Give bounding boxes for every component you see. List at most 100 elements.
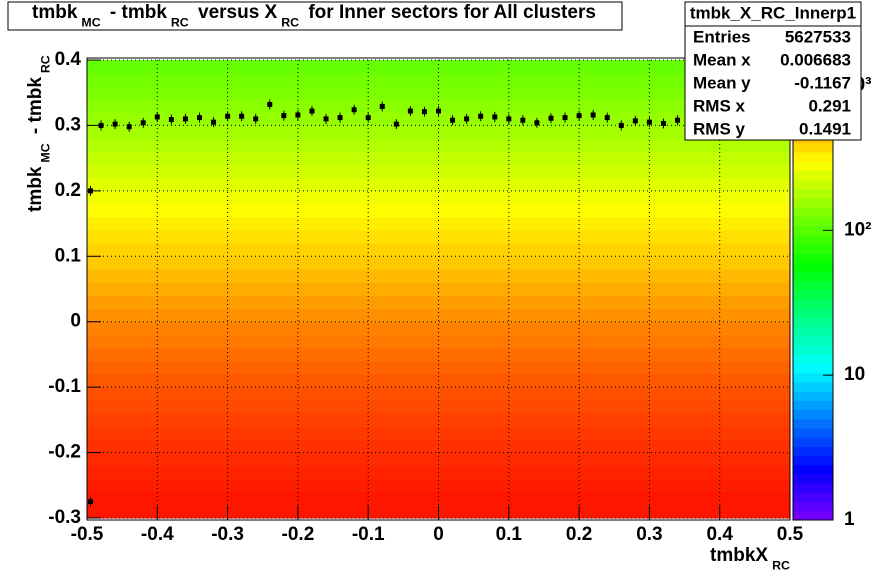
colorbar-step <box>793 161 833 171</box>
colorbar-step <box>793 170 833 181</box>
colorbar-step <box>793 492 833 503</box>
stats-value: 5627533 <box>785 27 851 46</box>
colorbar-step <box>793 207 833 217</box>
y-axis-label-part: - tmbk <box>25 77 46 140</box>
y-axis-label-part: RC <box>39 55 53 73</box>
colorbar-step <box>793 299 833 309</box>
stats-value: -0.1167 <box>794 73 851 92</box>
heatmap-cell <box>87 387 790 401</box>
colorbar-step <box>793 253 833 263</box>
heatmap-cell <box>87 112 790 126</box>
colorbar-step <box>793 216 833 227</box>
colorbar-step <box>793 271 833 282</box>
x-axis-label: tmbkX RC <box>710 545 790 573</box>
heatmap-cell <box>87 347 790 362</box>
stats-label: RMS y <box>693 119 746 138</box>
heatmap-cell <box>87 282 790 297</box>
stats-value: 0.1491 <box>799 119 851 138</box>
stats-label: Entries <box>693 27 751 46</box>
colorbar-step <box>793 234 833 245</box>
chart-title: tmbk MC - tmbk RC versus X RC for Inner sec… <box>32 2 596 30</box>
heatmap-cell <box>87 491 790 506</box>
colorbar-step <box>793 363 833 374</box>
heatmap-cell <box>87 400 790 414</box>
colorbar-step <box>793 179 833 190</box>
x-tick-label: -0.3 <box>211 524 244 545</box>
colorbar-step <box>793 409 833 420</box>
x-tick-label: -0.1 <box>352 524 385 545</box>
colorbar-step <box>793 225 833 236</box>
heatmap-cell <box>87 73 790 87</box>
colorbar-step <box>793 474 833 484</box>
colorbar-step <box>793 142 833 153</box>
x-tick-label: 0.1 <box>496 524 523 545</box>
x-tick-label: 0.4 <box>706 524 733 545</box>
heatmap-cell <box>87 295 790 310</box>
colorbar-step <box>793 483 833 493</box>
stats-title: tmbk_X_RC_Innerp1 <box>690 3 856 22</box>
heatmap-cell <box>87 334 790 349</box>
heatmap-cell <box>87 452 790 467</box>
x-tick-label: -0.2 <box>282 524 315 545</box>
colorbar-step <box>793 437 833 447</box>
chart-title-part: versus X <box>193 2 278 23</box>
chart-title-part: for Inner sectors for All clusters <box>303 2 596 23</box>
stats-box <box>684 1 862 141</box>
colorbar-step <box>793 336 833 346</box>
stats-label: Mean y <box>693 73 751 92</box>
heatmap-cell <box>87 478 790 493</box>
colorbar-step <box>793 198 833 208</box>
colorbar-step <box>793 354 833 365</box>
colorbar-step <box>793 501 833 512</box>
chart-title-part: RC <box>281 16 299 30</box>
heatmap-cell <box>87 308 790 323</box>
stats-value: 0.291 <box>808 96 851 115</box>
heatmap-cell <box>87 217 790 231</box>
y-tick-label: 0.2 <box>55 180 81 201</box>
colorbar-step <box>793 400 833 411</box>
colorbar-step <box>793 244 833 254</box>
colorbar-step <box>793 455 833 466</box>
colorbar-step <box>793 464 833 475</box>
heatmap-cell <box>87 426 790 440</box>
colorbar-step <box>793 290 833 300</box>
chart-title-part: MC <box>81 16 100 30</box>
y-tick-label: 0.3 <box>55 114 81 135</box>
heatmap-cell <box>87 203 790 218</box>
x-tick-label: 0 <box>433 524 444 545</box>
heatmap-cell <box>87 439 790 454</box>
title-box <box>7 1 623 31</box>
colorbar-step <box>793 308 833 319</box>
stats-label: Mean x <box>693 50 751 69</box>
colorbar-step <box>793 446 833 457</box>
heatmap-cell <box>87 243 790 257</box>
z-tick-label: 10 <box>844 364 865 385</box>
colorbar-step <box>793 262 833 273</box>
stats-value: 0.006683 <box>780 50 851 69</box>
colorbar-step <box>793 510 833 521</box>
x-axis-label-part: RC <box>772 559 790 573</box>
colorbar-step <box>793 391 833 401</box>
stats-label: RMS x <box>693 96 746 115</box>
chart-title-part: - tmbk <box>105 2 168 23</box>
chart-title-part: RC <box>171 16 189 30</box>
heatmap-cell <box>87 151 790 166</box>
colorbar-step <box>793 152 833 162</box>
heatmap-cell <box>87 360 790 375</box>
colorbar-step <box>793 280 833 291</box>
x-tick-label: -0.4 <box>141 524 174 545</box>
colorbar-step <box>793 382 833 392</box>
y-axis-label-part: MC <box>39 143 53 162</box>
x-axis-label-part: tmbkX <box>710 545 768 566</box>
colorbar-step <box>793 345 833 355</box>
y-tick-label: 0.4 <box>55 49 82 70</box>
chart-title-part: tmbk <box>32 2 78 23</box>
x-tick-label: 0.5 <box>777 524 804 545</box>
x-tick-label: -0.5 <box>71 524 104 545</box>
y-tick-label: 0 <box>70 311 81 332</box>
z-tick-label: 1 <box>844 509 855 530</box>
x-tick-label: 0.2 <box>566 524 592 545</box>
x-tick-label: 0.3 <box>636 524 662 545</box>
